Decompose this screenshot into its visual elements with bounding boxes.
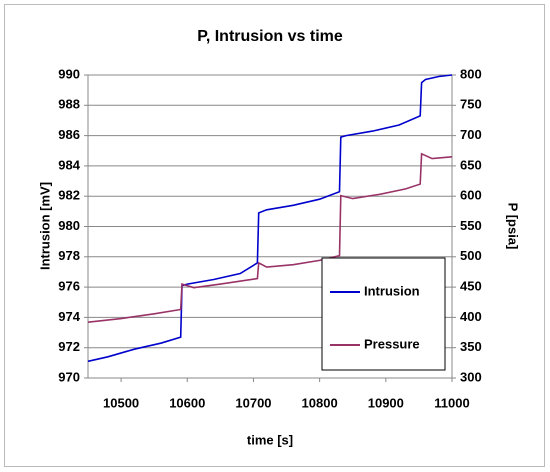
y-tick-label: 980 [58, 218, 80, 233]
x-tick-label: 11000 [434, 395, 469, 410]
series-line [87, 74, 453, 363]
series-line [87, 152, 453, 323]
y-tick-label: 988 [58, 97, 80, 112]
y2-tick-label: 550 [460, 218, 482, 233]
x-tick-label: 10600 [169, 395, 205, 410]
y2-tick-label: 600 [460, 188, 482, 203]
y2-tick-label: 400 [460, 309, 482, 324]
y-tick-label: 974 [58, 309, 80, 324]
y2-axis-label: P [psia] [506, 203, 521, 250]
x-tick-label: 10900 [368, 395, 404, 410]
chart-title: P, Intrusion vs time [197, 28, 343, 45]
y2-tick-label: 700 [460, 127, 482, 142]
y2-tick-label: 450 [460, 279, 482, 294]
y2-tick-label: 650 [460, 157, 482, 172]
y2-tick-label: 800 [460, 66, 482, 81]
legend-label: Pressure [364, 336, 420, 351]
y-tick-label: 984 [58, 157, 80, 172]
y2-tick-label: 300 [460, 369, 482, 384]
legend [321, 257, 446, 371]
y-tick-label: 986 [58, 127, 80, 142]
y2-tick-label: 500 [460, 248, 482, 263]
y-tick-label: 972 [58, 339, 80, 354]
y-tick-label: 982 [58, 188, 80, 203]
x-tick-label: 10500 [103, 395, 139, 410]
x-tick-label: 10700 [235, 395, 271, 410]
y-tick-label: 978 [58, 248, 80, 263]
y-tick-label: 970 [58, 369, 80, 384]
y-tick-label: 976 [58, 279, 80, 294]
x-axis-label: time [s] [247, 432, 293, 447]
chart-frame [4, 4, 545, 467]
y2-tick-label: 750 [460, 97, 482, 112]
y-tick-label: 990 [58, 66, 80, 81]
y-axis-label: Intrusion [mV] [37, 182, 52, 270]
x-tick-label: 10800 [302, 395, 338, 410]
y2-tick-label: 350 [460, 339, 482, 354]
legend-label: Intrusion [364, 283, 420, 298]
